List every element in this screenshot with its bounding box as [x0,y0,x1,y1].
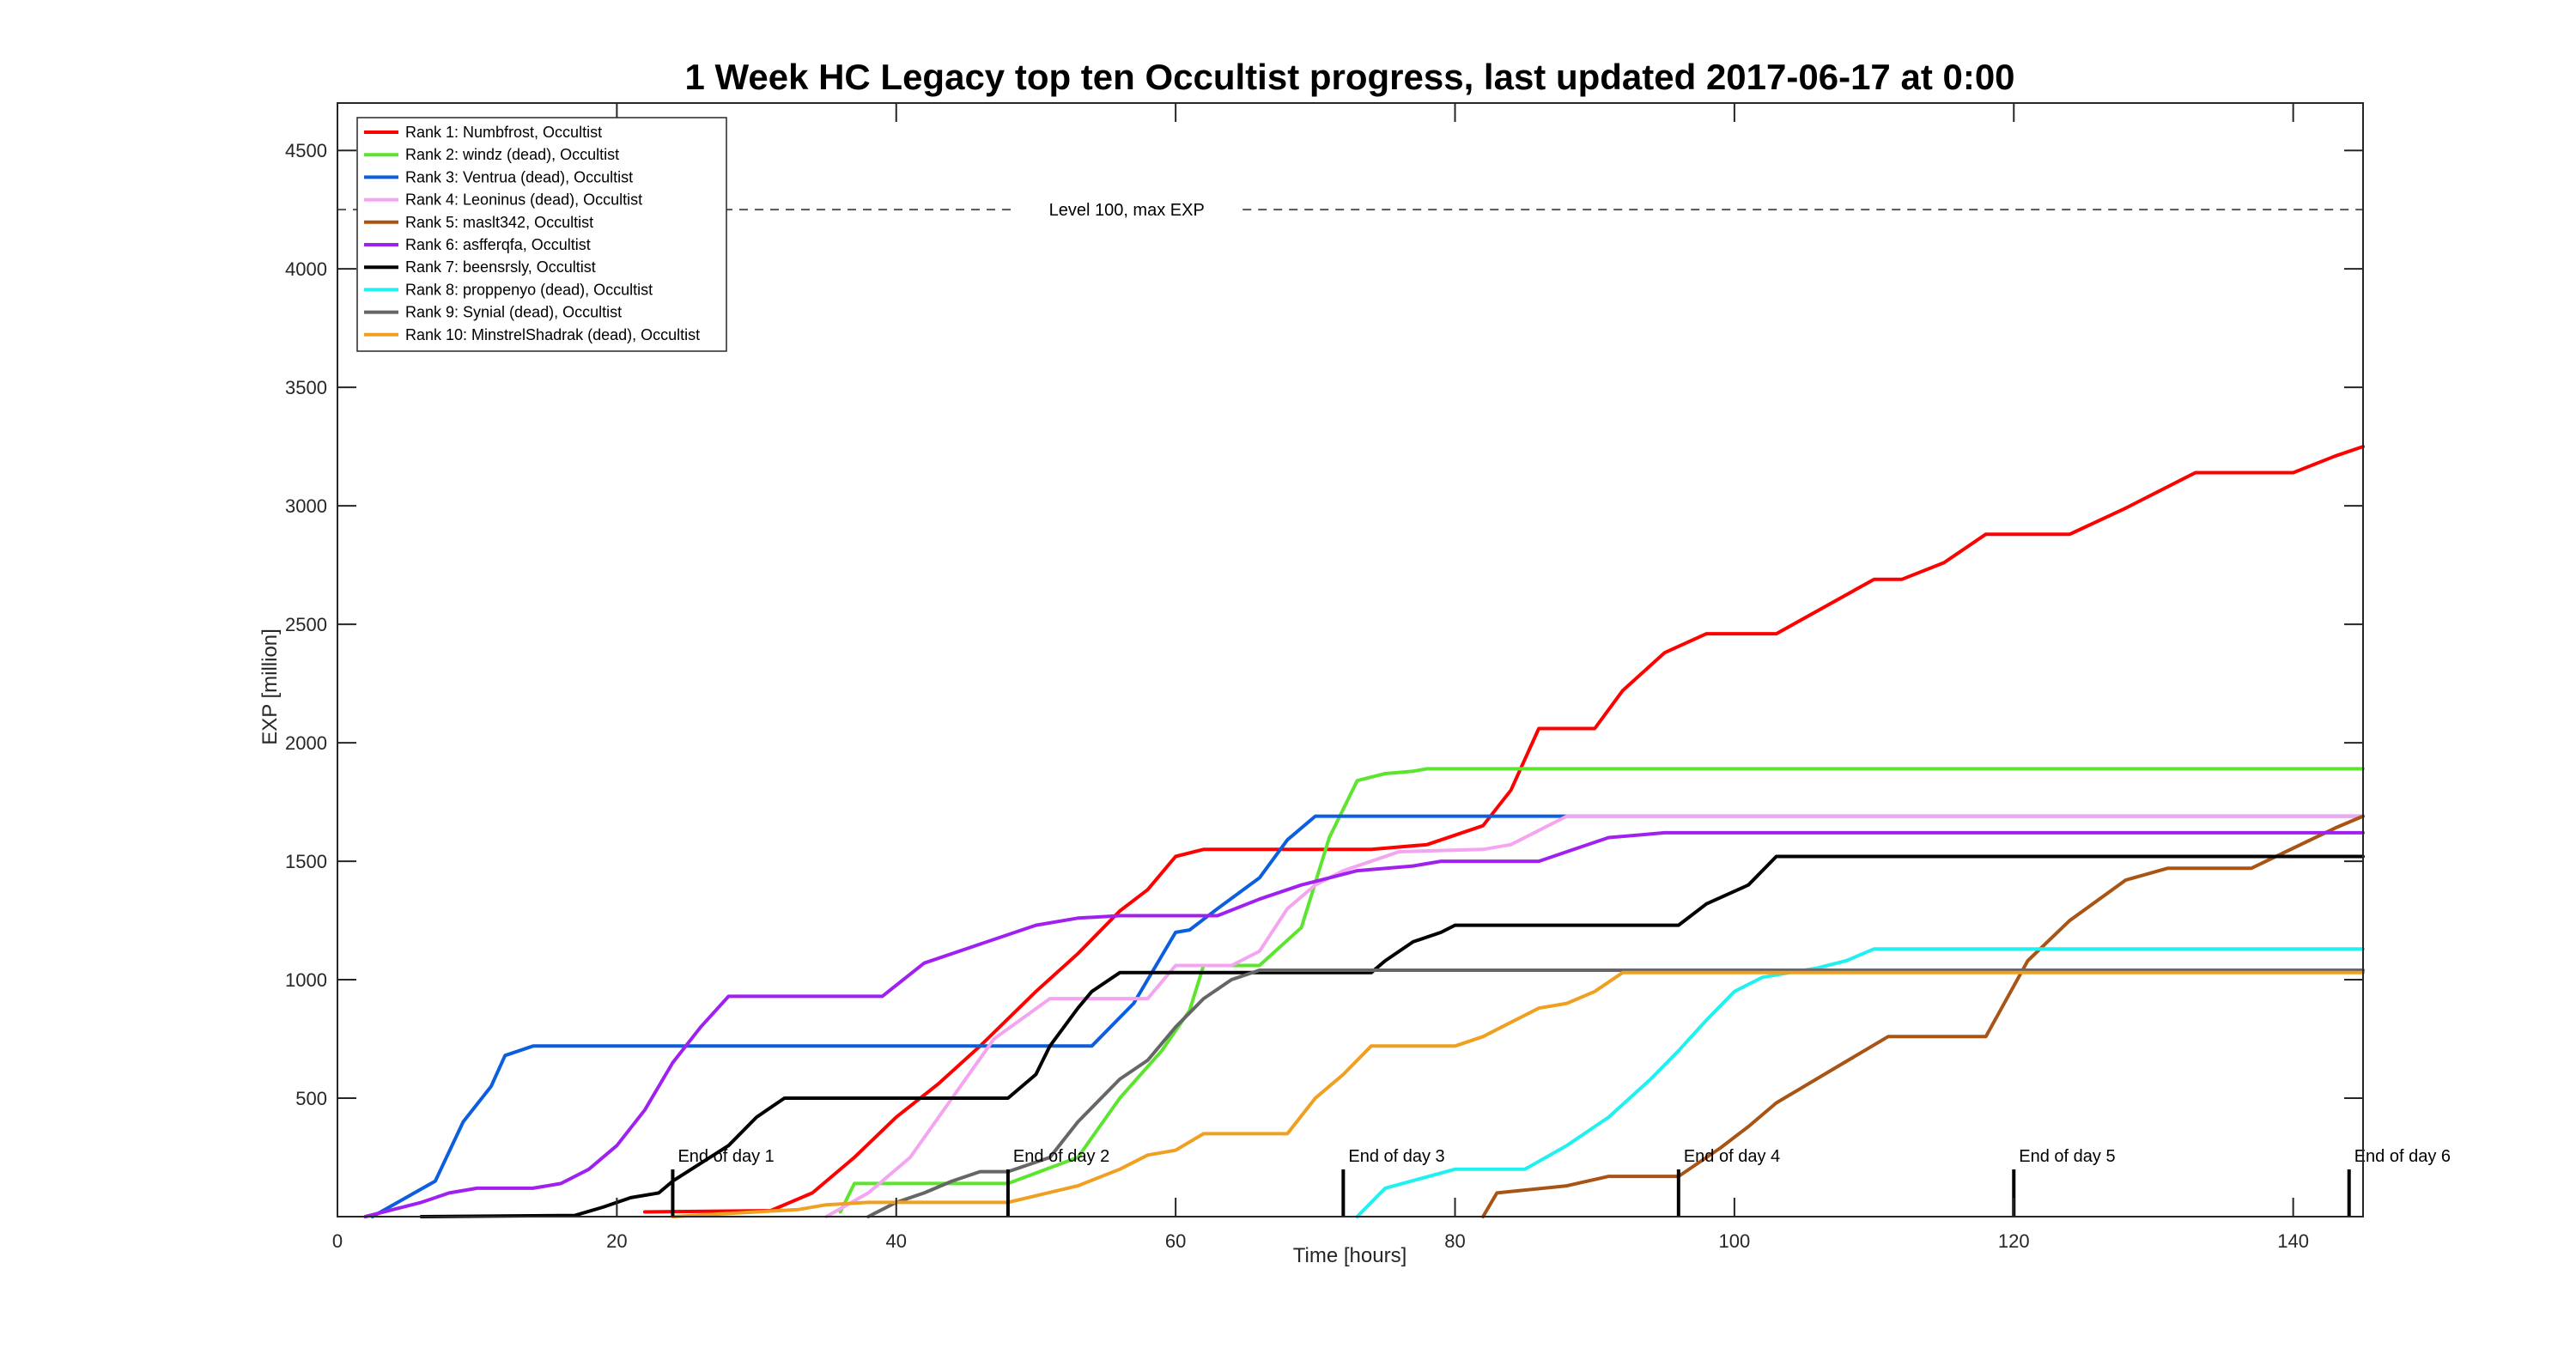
legend-label-rank-9: Rank 9: Synial (dead), Occultist [405,304,622,321]
x-tick-label: 60 [1165,1230,1186,1252]
axes-layer: 0 20 40 60 80 100 120 140 500 1000 1500 2000 2500 300… [285,102,2364,1252]
legend-label-rank-4: Rank 4: Leoninus (dead), Occultist [405,191,642,209]
x-tick-label: 0 [332,1230,343,1252]
series-line-rank-8 [1355,947,2365,1218]
y-tick-label: 2000 [285,732,327,754]
series-layer [363,445,2365,1218]
x-tick-label: 120 [1998,1230,2030,1252]
x-tick-label: 140 [2277,1230,2309,1252]
day-marker-label-1: End of day 1 [677,1147,774,1166]
chart-title: 1 Week HC Legacy top ten Occultist progr… [684,57,2014,97]
series-line-rank-7 [419,854,2365,1218]
series-line-rank-9 [866,968,2365,1218]
legend-label-rank-7: Rank 7: beensrsly, Occultist [405,258,596,276]
legend-label-rank-6: Rank 6: asfferqfa, Occultist [405,236,591,253]
series-line-rank-4 [824,814,2365,1218]
plot-frame [337,102,2364,1217]
annotation-layer: Level 100, max EXP End of day 1 End of day… [337,201,2451,1217]
legend-label-rank-3: Rank 3: Ventrua (dead), Occultist [405,168,633,185]
day-marker-label-5: End of day 5 [2019,1147,2115,1166]
y-tick-label: 1500 [285,851,327,872]
series-line-rank-3 [370,814,2365,1218]
legend-label-rank-1: Rank 1: Numbfrost, Occultist [405,124,602,141]
series-line-rank-5 [1481,814,2365,1218]
x-tick-label: 20 [606,1230,627,1252]
y-tick-label: 1000 [285,969,327,991]
series-line-rank-1 [642,445,2365,1214]
legend-box [356,117,727,352]
legend-label-rank-10: Rank 10: MinstrelShadrak (dead), Occulti… [405,326,700,343]
y-tick-label: 4500 [285,140,327,161]
day-marker-label-3: End of day 3 [1348,1147,1444,1166]
series-line-rank-10 [671,970,2365,1218]
legend-label-rank-5: Rank 5: maslt342, Occultist [405,214,593,231]
max-exp-label: Level 100, max EXP [1049,201,1205,220]
legend: Rank 1: Numbfrost, Occultist Rank 2: wind… [356,117,727,352]
x-tick-label: 80 [1444,1230,1465,1252]
legend-label-rank-8: Rank 8: proppenyo (dead), Occultist [405,281,653,298]
y-tick-label: 2500 [285,614,327,635]
x-axis-label: Time [hours] [1293,1244,1406,1267]
day-marker-label-2: End of day 2 [1013,1147,1109,1166]
legend-label-rank-2: Rank 2: windz (dead), Occultist [405,146,619,163]
y-axis-label: EXP [million] [258,628,282,745]
day-marker-label-6: End of day 6 [2354,1147,2451,1166]
day-marker-label-4: End of day 4 [1684,1147,1780,1166]
y-tick-label: 4000 [285,258,327,280]
y-tick-label: 3000 [285,495,327,517]
x-tick-label: 100 [1719,1230,1751,1252]
x-tick-label: 40 [886,1230,907,1252]
y-tick-label: 500 [295,1088,327,1109]
y-tick-label: 3500 [285,377,327,398]
series-line-rank-6 [363,830,2365,1218]
